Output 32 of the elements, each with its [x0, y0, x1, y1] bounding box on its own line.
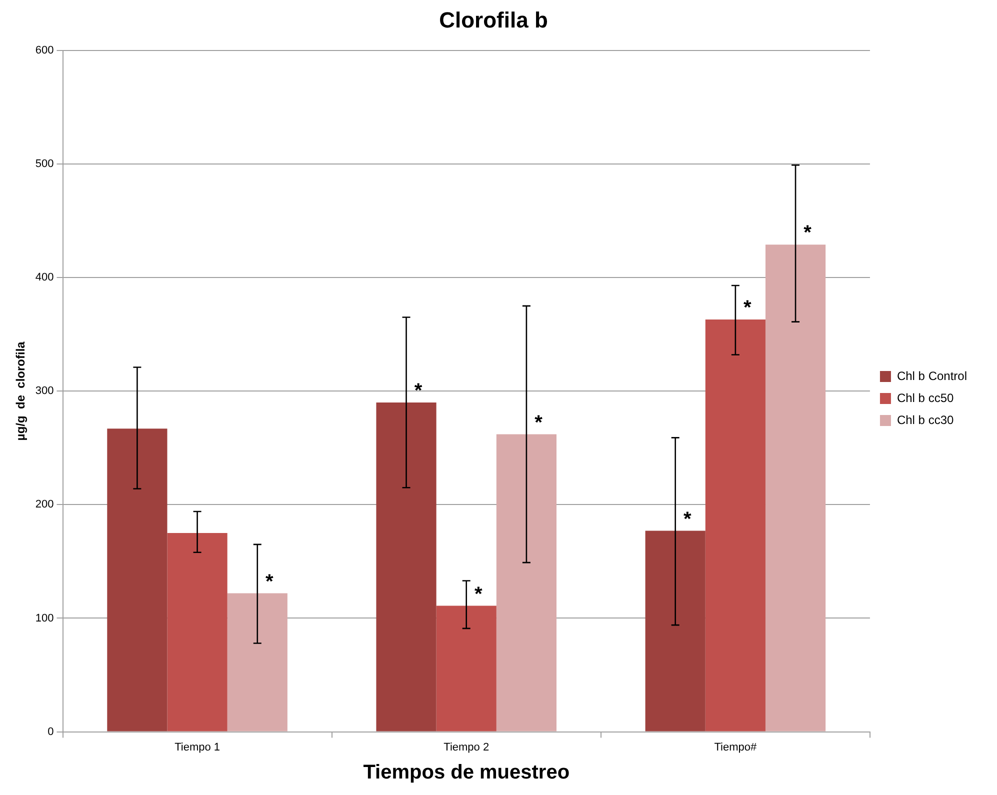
chart-title: Clorofila b — [439, 7, 548, 32]
data-label: * — [804, 222, 812, 244]
data-label: * — [414, 380, 422, 402]
y-tick-label: 400 — [35, 272, 54, 284]
y-tick-label: 600 — [35, 44, 54, 56]
bar — [705, 320, 766, 732]
y-tick-label: 300 — [35, 385, 54, 398]
y-tick-label: 0 — [48, 726, 54, 738]
data-label: * — [265, 570, 274, 593]
bar — [107, 428, 168, 732]
y-axis-title: µg/g de clorofila — [14, 341, 28, 441]
x-tick-label: Tiempo 2 — [444, 741, 490, 754]
y-tick-label: 100 — [35, 612, 54, 624]
bar — [376, 402, 436, 732]
bar — [436, 606, 496, 732]
y-tick-label: 500 — [35, 158, 54, 170]
data-label: * — [744, 297, 752, 320]
x-tick-label: Tiempo 1 — [174, 741, 220, 754]
bar — [765, 244, 826, 732]
data-label: * — [474, 583, 482, 606]
data-label: * — [683, 508, 692, 530]
bar — [227, 593, 288, 732]
legend-label: Chl b cc30 — [896, 412, 954, 427]
bar — [496, 434, 556, 732]
data-label: * — [534, 412, 543, 434]
bar — [645, 530, 706, 732]
x-axis-title: Tiempos de muestreo — [363, 762, 570, 784]
x-tick-label: Tiempo# — [714, 741, 758, 754]
bar — [167, 533, 228, 732]
legend-label: Chl b cc50 — [896, 390, 954, 405]
legend-label: Chl b Control — [896, 368, 967, 383]
y-tick-label: 200 — [35, 498, 54, 511]
